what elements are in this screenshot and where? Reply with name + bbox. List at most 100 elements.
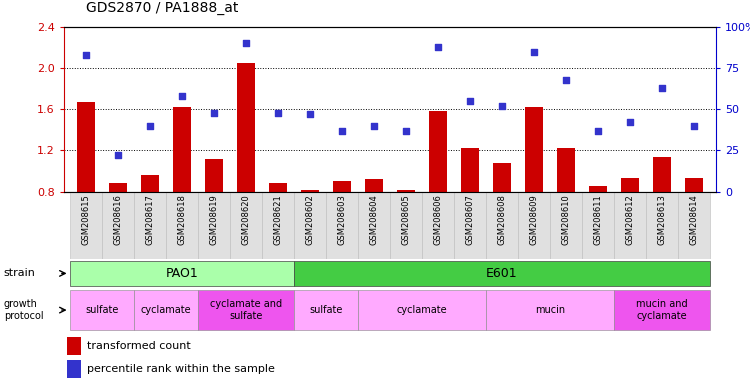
Text: GSM208603: GSM208603 — [338, 194, 346, 245]
Bar — [550, 192, 582, 259]
Bar — [198, 290, 294, 330]
Bar — [494, 163, 511, 192]
Text: GSM208606: GSM208606 — [433, 194, 442, 245]
Text: GSM208609: GSM208609 — [530, 194, 538, 245]
Text: GSM208618: GSM208618 — [178, 194, 187, 245]
Text: GSM208615: GSM208615 — [82, 194, 91, 245]
Text: transformed count: transformed count — [86, 341, 190, 351]
Text: GSM208610: GSM208610 — [562, 194, 571, 245]
Text: GSM208614: GSM208614 — [689, 194, 698, 245]
Point — [464, 98, 476, 104]
Point — [240, 40, 252, 46]
Bar — [198, 192, 230, 259]
Bar — [614, 192, 646, 259]
Bar — [461, 148, 478, 192]
Bar — [398, 190, 415, 192]
Point — [208, 109, 220, 116]
Text: E601: E601 — [486, 267, 518, 280]
Text: strain: strain — [4, 268, 36, 278]
Bar — [206, 159, 223, 192]
Bar — [269, 184, 286, 192]
Bar — [166, 192, 198, 259]
Point — [496, 103, 508, 109]
Bar — [141, 175, 159, 192]
Text: mucin: mucin — [535, 305, 565, 315]
Point — [432, 43, 444, 50]
Bar — [557, 148, 574, 192]
Bar — [685, 178, 703, 192]
Bar — [390, 192, 422, 259]
Text: GSM208607: GSM208607 — [466, 194, 475, 245]
Text: GSM208604: GSM208604 — [370, 194, 379, 245]
Text: PAO1: PAO1 — [166, 267, 199, 280]
Bar — [486, 192, 518, 259]
Text: GSM208613: GSM208613 — [657, 194, 666, 245]
Bar — [653, 157, 670, 192]
Bar — [646, 192, 678, 259]
Bar — [77, 102, 95, 192]
Point — [528, 48, 540, 55]
Point — [112, 152, 125, 159]
Text: GDS2870 / PA1888_at: GDS2870 / PA1888_at — [86, 2, 238, 15]
Bar — [70, 192, 102, 259]
Bar — [486, 290, 614, 330]
Bar — [173, 107, 191, 192]
Text: mucin and
cyclamate: mucin and cyclamate — [636, 299, 688, 321]
Bar — [582, 192, 614, 259]
Bar — [365, 179, 382, 192]
Bar — [518, 192, 550, 259]
Text: GSM208621: GSM208621 — [274, 194, 283, 245]
Text: GSM208605: GSM208605 — [401, 194, 410, 245]
Text: cyclamate: cyclamate — [397, 305, 447, 315]
Point — [336, 127, 348, 134]
Bar — [262, 192, 294, 259]
Text: GSM208602: GSM208602 — [305, 194, 314, 245]
Bar — [67, 337, 81, 355]
Bar — [294, 192, 326, 259]
Bar — [525, 107, 543, 192]
Point — [560, 76, 572, 83]
Point — [144, 122, 156, 129]
Text: GSM208611: GSM208611 — [593, 194, 602, 245]
Bar — [237, 63, 255, 192]
Text: GSM208616: GSM208616 — [114, 194, 123, 245]
Bar — [67, 360, 81, 378]
Point — [368, 122, 380, 129]
Text: growth
protocol: growth protocol — [4, 299, 44, 321]
Point — [592, 127, 604, 134]
Bar — [294, 290, 358, 330]
Bar — [134, 192, 166, 259]
Bar — [422, 192, 454, 259]
Text: GSM208619: GSM208619 — [209, 194, 218, 245]
Bar — [70, 290, 134, 330]
Point — [400, 127, 412, 134]
Text: sulfate: sulfate — [86, 305, 118, 315]
Bar — [614, 290, 710, 330]
Bar — [294, 261, 710, 286]
Point — [272, 109, 284, 116]
Bar — [589, 187, 607, 192]
Text: percentile rank within the sample: percentile rank within the sample — [86, 364, 274, 374]
Bar — [302, 190, 319, 192]
Text: GSM208612: GSM208612 — [626, 194, 634, 245]
Bar — [102, 192, 134, 259]
Text: GSM208620: GSM208620 — [242, 194, 250, 245]
Bar — [110, 184, 127, 192]
Point — [304, 111, 316, 117]
Bar — [358, 192, 390, 259]
Point — [688, 122, 700, 129]
Text: sulfate: sulfate — [309, 305, 343, 315]
Bar — [454, 192, 486, 259]
Text: cyclamate: cyclamate — [141, 305, 191, 315]
Point — [624, 119, 636, 126]
Text: GSM208617: GSM208617 — [146, 194, 154, 245]
Bar — [621, 178, 639, 192]
Bar — [230, 192, 262, 259]
Point — [176, 93, 188, 99]
Point — [656, 85, 668, 91]
Point — [80, 52, 92, 58]
Bar — [134, 290, 198, 330]
Bar — [358, 290, 486, 330]
Bar — [326, 192, 358, 259]
Bar — [70, 261, 294, 286]
